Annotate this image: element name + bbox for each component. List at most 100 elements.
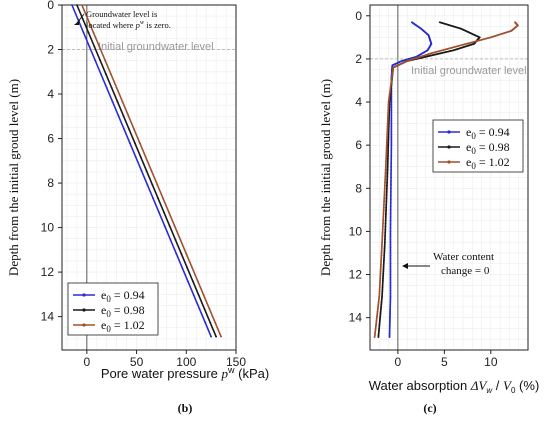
series-point <box>379 319 381 321</box>
x-axis-label-superscript: w <box>227 365 235 375</box>
series-point <box>379 310 382 313</box>
series-point <box>387 103 390 106</box>
y-tick-label: 0 <box>355 9 362 23</box>
legend-label-subscript: 0 <box>471 161 476 171</box>
series-point <box>163 211 165 214</box>
series-point <box>380 254 383 257</box>
series-point <box>390 82 393 85</box>
series-point <box>191 266 193 269</box>
x-axis-label-subscript: w <box>486 386 493 395</box>
series-point <box>390 128 393 130</box>
x-axis-label-symbol-2: V <box>503 378 513 393</box>
series-point <box>384 231 387 234</box>
series-point <box>389 307 392 309</box>
series-point <box>169 239 172 241</box>
series-point <box>387 136 390 138</box>
series-point <box>379 315 382 318</box>
annotation-line-2: change = 0 <box>441 265 490 277</box>
legend-label-subscript: 0 <box>471 131 476 141</box>
series-point <box>384 181 386 184</box>
series-point <box>390 101 393 103</box>
series-point <box>389 89 392 92</box>
y-tick-label: 8 <box>355 181 362 195</box>
series-point <box>477 39 480 42</box>
annotation-line-2: located where pw is zero. <box>86 20 171 30</box>
series-point <box>375 324 377 327</box>
series-point <box>388 322 391 325</box>
series-point <box>389 305 392 308</box>
series-point <box>390 125 393 128</box>
series-point <box>385 149 388 152</box>
series-point <box>382 265 385 268</box>
series-point <box>162 197 164 200</box>
series-point <box>104 59 106 62</box>
series-point <box>390 183 392 186</box>
series-point <box>389 312 391 315</box>
series-point <box>386 172 389 174</box>
annotation-arrow-line <box>76 13 85 24</box>
series-point <box>382 277 384 280</box>
series-point <box>390 187 392 190</box>
series-point <box>387 144 390 147</box>
series-point <box>379 312 382 315</box>
series-point <box>123 128 126 131</box>
series-point <box>390 81 393 83</box>
series-point <box>100 73 102 75</box>
y-axis-label: Depth from the initial groud level (m) <box>6 79 21 276</box>
series-point <box>381 238 384 240</box>
legend-label-equals: = <box>476 140 489 154</box>
series-point <box>386 163 389 165</box>
series-point <box>379 277 382 280</box>
series-point <box>389 279 392 281</box>
series-point <box>202 294 205 297</box>
series-point <box>389 310 391 313</box>
series-point <box>377 331 380 333</box>
series-point <box>390 79 393 82</box>
series-point <box>76 17 79 20</box>
series-point <box>384 225 387 228</box>
series-point <box>387 109 390 112</box>
x-axis-label-text: Pore water pressure <box>101 366 222 381</box>
panel-caption: (b) <box>178 401 193 415</box>
series-point <box>389 201 392 204</box>
series-point <box>386 117 389 120</box>
legend-label-prefix: e <box>466 125 471 139</box>
series-point <box>109 73 112 75</box>
series-point <box>134 156 137 158</box>
series-point <box>388 334 391 337</box>
series-point <box>110 87 113 89</box>
series-point <box>173 225 176 227</box>
legend-label-equals: = <box>111 288 124 302</box>
series-point <box>388 95 391 98</box>
series-point <box>377 303 380 306</box>
series-point <box>382 274 385 277</box>
legend-label: e0 = 1.02 <box>101 318 145 334</box>
series-point <box>383 241 386 244</box>
series-point <box>466 42 469 45</box>
series-point <box>488 36 491 39</box>
series-point <box>181 266 184 269</box>
series-point <box>390 138 393 141</box>
series-point <box>464 43 466 46</box>
series-point <box>389 194 392 197</box>
legend-label-prefix: e <box>101 303 106 317</box>
series-point <box>390 141 393 144</box>
series-point <box>389 238 392 241</box>
series-point <box>382 272 385 275</box>
series-point <box>387 114 389 117</box>
series-point <box>383 187 386 190</box>
series-point <box>380 298 383 301</box>
series-point <box>387 138 390 141</box>
series-point <box>388 332 391 335</box>
series-point <box>379 317 381 320</box>
series-point <box>465 42 468 45</box>
series-point <box>386 138 388 141</box>
legend-label-value: 0.98 <box>489 140 510 154</box>
series-point <box>382 270 385 273</box>
series-point <box>373 336 376 338</box>
series-point <box>382 216 385 218</box>
y-tick-label: 6 <box>47 132 54 146</box>
series-point <box>380 263 382 266</box>
series-point <box>174 239 177 241</box>
